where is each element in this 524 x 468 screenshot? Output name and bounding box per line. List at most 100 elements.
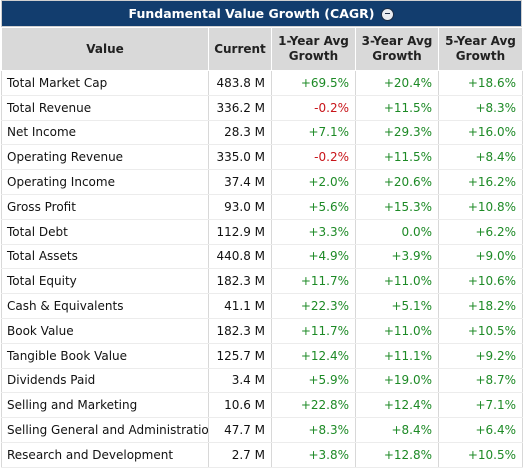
- row-3-year-growth: +15.3%: [355, 194, 439, 220]
- row-current-value: 112.9 M: [208, 219, 272, 245]
- row-5-year-growth: +8.7%: [438, 368, 523, 394]
- row-3-year-growth: +11.5%: [355, 144, 439, 171]
- row-current-value: 336.2 M: [208, 95, 272, 121]
- info-icon[interactable]: [381, 8, 395, 21]
- table-row: Cash & Equivalents 41.1 M +22.3% +5.1% +18.2…: [1, 293, 523, 319]
- row-current-value: 10.6 M: [208, 392, 272, 419]
- column-header-1-year-growth[interactable]: 1-Year Avg Growth: [271, 27, 356, 71]
- row-5-year-growth: +8.3%: [438, 95, 523, 121]
- row-1-year-growth: +22.3%: [271, 293, 356, 319]
- row-current-value: 125.7 M: [208, 343, 272, 369]
- row-1-year-growth: +3.3%: [271, 219, 356, 245]
- row-1-year-growth: +69.5%: [271, 70, 356, 96]
- row-3-year-growth: +19.0%: [355, 368, 439, 394]
- row-label: Operating Income: [1, 169, 209, 195]
- row-current-value: 28.3 M: [208, 120, 272, 146]
- row-1-year-growth: +12.4%: [271, 343, 356, 369]
- table-row: Dividends Paid 3.4 M +5.9% +19.0% +8.7%: [1, 368, 523, 394]
- row-label: Net Income: [1, 120, 209, 146]
- row-3-year-growth: +11.5%: [355, 95, 439, 121]
- row-current-value: 335.0 M: [208, 144, 272, 171]
- row-3-year-growth: +5.1%: [355, 293, 439, 319]
- row-label: Selling and Marketing: [1, 392, 209, 419]
- row-1-year-growth: +11.7%: [271, 318, 356, 344]
- table-row: Book Value 182.3 M +11.7% +11.0% +10.5%: [1, 318, 523, 344]
- row-label: Research and Development: [1, 442, 209, 468]
- row-3-year-growth: +11.0%: [355, 318, 439, 344]
- row-5-year-growth: +9.2%: [438, 343, 523, 369]
- row-3-year-growth: +3.9%: [355, 244, 439, 270]
- table-row: Total Revenue 336.2 M -0.2% +11.5% +8.3%: [1, 95, 523, 121]
- row-3-year-growth: 0.0%: [355, 219, 439, 245]
- row-current-value: 3.4 M: [208, 368, 272, 394]
- row-5-year-growth: +8.4%: [438, 144, 523, 171]
- row-label: Total Market Cap: [1, 70, 209, 96]
- row-1-year-growth: +4.9%: [271, 244, 356, 270]
- row-1-year-growth: +3.8%: [271, 442, 356, 468]
- table-row: Selling and Marketing 10.6 M +22.8% +12.4% +…: [1, 392, 523, 419]
- table-row: Operating Revenue 335.0 M -0.2% +11.5% +8.4%: [1, 144, 523, 171]
- row-current-value: 2.7 M: [208, 442, 272, 468]
- row-label: Dividends Paid: [1, 368, 209, 394]
- row-3-year-growth: +29.3%: [355, 120, 439, 146]
- row-5-year-growth: +10.5%: [438, 318, 523, 344]
- row-1-year-growth: -0.2%: [271, 144, 356, 171]
- row-label: Total Revenue: [1, 95, 209, 121]
- row-5-year-growth: +10.5%: [438, 442, 523, 468]
- column-header-current[interactable]: Current: [208, 27, 272, 71]
- widget-title: Fundamental Value Growth (CAGR): [128, 6, 375, 21]
- row-3-year-growth: +12.8%: [355, 442, 439, 468]
- row-label: Cash & Equivalents: [1, 293, 209, 319]
- table-row: Research and Development 2.7 M +3.8% +12.8%…: [1, 442, 523, 468]
- column-header-3-year-growth[interactable]: 3-Year Avg Growth: [355, 27, 439, 71]
- column-header-value[interactable]: Value: [1, 27, 209, 71]
- row-3-year-growth: +11.1%: [355, 343, 439, 369]
- growth-table: Value Current 1-Year Avg Growth 3-Year Av…: [1, 27, 523, 468]
- table-row: Total Assets 440.8 M +4.9% +3.9% +9.0%: [1, 244, 523, 270]
- row-5-year-growth: +18.6%: [438, 70, 523, 96]
- row-1-year-growth: +2.0%: [271, 169, 356, 195]
- row-1-year-growth: +5.6%: [271, 194, 356, 220]
- row-1-year-growth: +22.8%: [271, 392, 356, 419]
- row-1-year-growth: +11.7%: [271, 268, 356, 295]
- table-row: Total Equity 182.3 M +11.7% +11.0% +10.6%: [1, 268, 523, 295]
- row-1-year-growth: +7.1%: [271, 120, 356, 146]
- row-label: Gross Profit: [1, 194, 209, 220]
- table-row: Gross Profit 93.0 M +5.6% +15.3% +10.8%: [1, 194, 523, 220]
- row-label: Operating Revenue: [1, 144, 209, 171]
- row-3-year-growth: +20.4%: [355, 70, 439, 96]
- widget-title-bar: Fundamental Value Growth (CAGR): [1, 0, 522, 27]
- row-5-year-growth: +7.1%: [438, 392, 523, 419]
- table-header-row: Value Current 1-Year Avg Growth 3-Year Av…: [1, 27, 523, 71]
- row-1-year-growth: -0.2%: [271, 95, 356, 121]
- column-header-5-year-growth[interactable]: 5-Year Avg Growth: [438, 27, 523, 71]
- row-3-year-growth: +12.4%: [355, 392, 439, 419]
- table-row: Selling General and Administration 47.7 M…: [1, 417, 523, 443]
- row-1-year-growth: +8.3%: [271, 417, 356, 443]
- row-5-year-growth: +10.8%: [438, 194, 523, 220]
- row-5-year-growth: +9.0%: [438, 244, 523, 270]
- row-5-year-growth: +16.0%: [438, 120, 523, 146]
- row-1-year-growth: +5.9%: [271, 368, 356, 394]
- row-current-value: 182.3 M: [208, 268, 272, 295]
- row-5-year-growth: +16.2%: [438, 169, 523, 195]
- row-5-year-growth: +18.2%: [438, 293, 523, 319]
- row-5-year-growth: +6.2%: [438, 219, 523, 245]
- table-row: Net Income 28.3 M +7.1% +29.3% +16.0%: [1, 120, 523, 146]
- row-current-value: 93.0 M: [208, 194, 272, 220]
- row-label: Total Equity: [1, 268, 209, 295]
- table-row: Total Market Cap 483.8 M +69.5% +20.4% +18.6…: [1, 70, 523, 96]
- row-current-value: 182.3 M: [208, 318, 272, 344]
- row-5-year-growth: +6.4%: [438, 417, 523, 443]
- row-3-year-growth: +20.6%: [355, 169, 439, 195]
- row-label: Tangible Book Value: [1, 343, 209, 369]
- row-current-value: 483.8 M: [208, 70, 272, 96]
- row-5-year-growth: +10.6%: [438, 268, 523, 295]
- row-label: Selling General and Administration: [1, 417, 209, 443]
- row-current-value: 47.7 M: [208, 417, 272, 443]
- row-3-year-growth: +8.4%: [355, 417, 439, 443]
- row-label: Total Assets: [1, 244, 209, 270]
- table-row: Total Debt 112.9 M +3.3% 0.0% +6.2%: [1, 219, 523, 245]
- row-current-value: 37.4 M: [208, 169, 272, 195]
